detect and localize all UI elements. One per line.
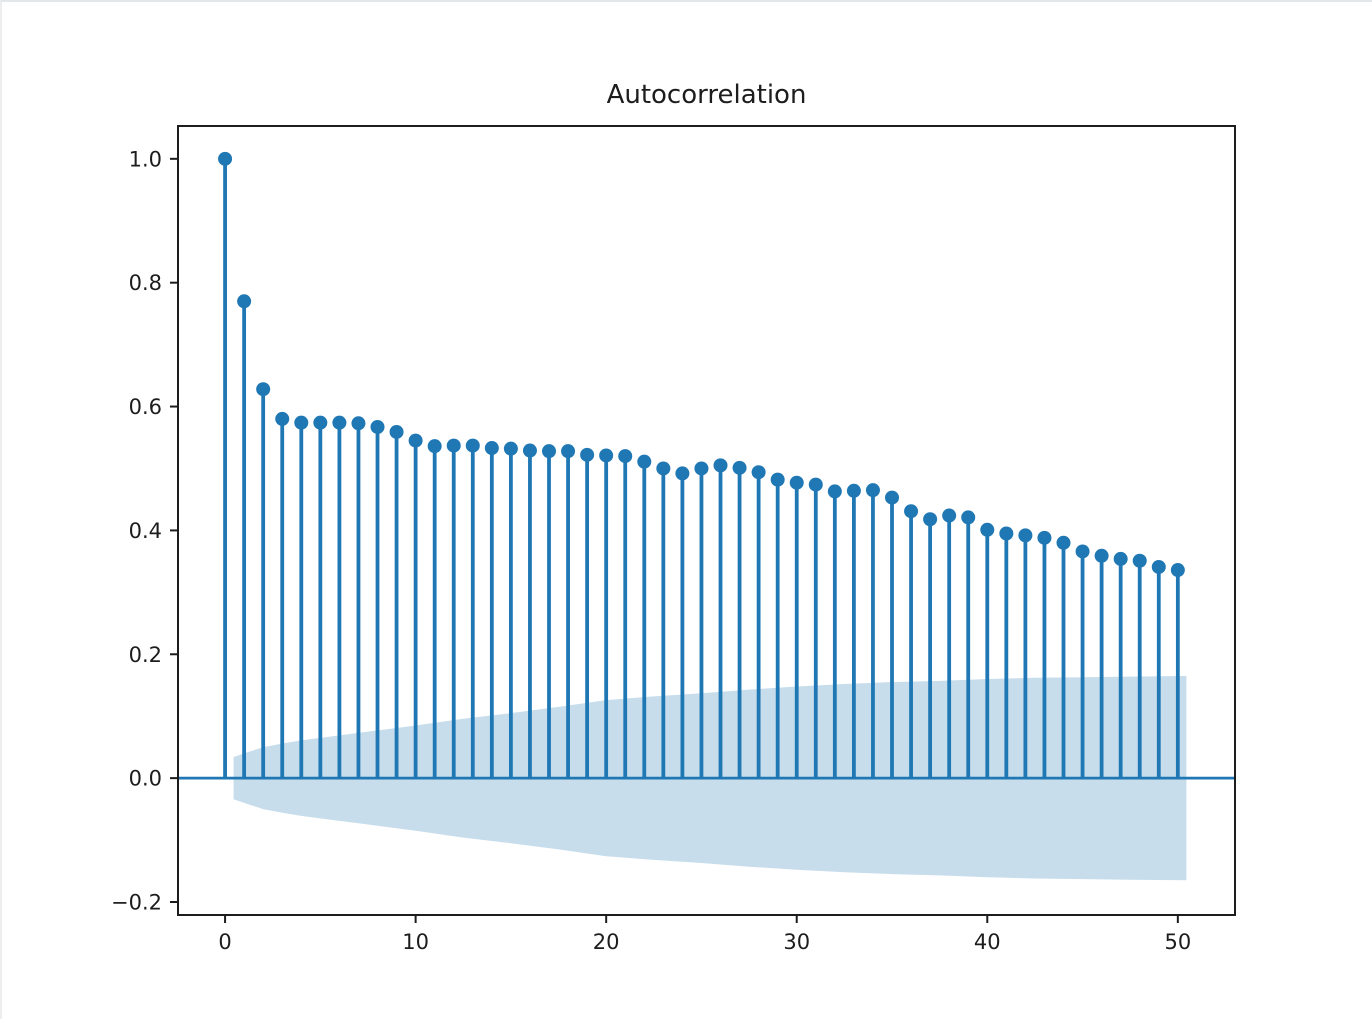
marker-lag-8 xyxy=(370,419,385,434)
y-tick-label--0.2: −0.2 xyxy=(111,890,162,914)
marker-lag-12 xyxy=(446,438,461,453)
x-tick-label-50: 50 xyxy=(1164,930,1191,954)
chart-title: Autocorrelation xyxy=(606,80,807,110)
marker-lag-33 xyxy=(846,483,861,498)
y-tick-label-0.2: 0.2 xyxy=(129,643,162,667)
y-tick-label-0: 0.0 xyxy=(129,767,162,791)
marker-lag-2 xyxy=(256,382,271,397)
marker-lag-13 xyxy=(465,438,480,453)
y-tick-label-0.4: 0.4 xyxy=(129,519,162,543)
marker-lag-39 xyxy=(961,510,976,525)
marker-lag-26 xyxy=(713,458,728,473)
marker-lag-24 xyxy=(675,466,690,481)
x-tick-label-30: 30 xyxy=(783,930,810,954)
marker-lag-11 xyxy=(427,439,442,454)
marker-lag-15 xyxy=(503,441,518,456)
marker-lag-32 xyxy=(827,484,842,499)
stem-markers xyxy=(218,151,1185,578)
marker-lag-41 xyxy=(999,526,1014,541)
marker-lag-35 xyxy=(885,490,900,505)
marker-lag-3 xyxy=(275,411,290,426)
marker-lag-47 xyxy=(1113,551,1128,566)
marker-lag-6 xyxy=(332,415,347,430)
marker-lag-50 xyxy=(1170,563,1185,578)
marker-lag-22 xyxy=(637,454,652,469)
marker-lag-0 xyxy=(218,151,233,166)
marker-lag-1 xyxy=(237,294,252,309)
marker-lag-23 xyxy=(656,461,671,476)
marker-lag-4 xyxy=(294,415,309,430)
marker-lag-28 xyxy=(751,465,766,480)
marker-lag-42 xyxy=(1018,528,1033,543)
marker-lag-5 xyxy=(313,415,328,430)
marker-lag-37 xyxy=(923,512,938,527)
marker-lag-43 xyxy=(1037,530,1052,545)
marker-lag-44 xyxy=(1056,535,1071,550)
marker-lag-29 xyxy=(770,472,785,487)
marker-lag-18 xyxy=(561,444,576,459)
marker-lag-25 xyxy=(694,461,709,476)
marker-lag-16 xyxy=(522,443,537,458)
marker-lag-49 xyxy=(1151,559,1166,574)
marker-lag-10 xyxy=(408,433,423,448)
x-tick-label-10: 10 xyxy=(402,930,429,954)
marker-lag-30 xyxy=(789,475,804,490)
y-tick-label-0.8: 0.8 xyxy=(129,271,162,295)
marker-lag-34 xyxy=(865,483,880,498)
marker-lag-20 xyxy=(599,448,614,463)
axes-frame xyxy=(177,125,1236,916)
marker-lag-46 xyxy=(1094,548,1109,563)
y-tick-label-1: 1.0 xyxy=(129,147,162,171)
x-tick-label-20: 20 xyxy=(593,930,620,954)
marker-lag-9 xyxy=(389,424,404,439)
marker-lag-14 xyxy=(484,441,499,456)
marker-lag-19 xyxy=(580,447,595,462)
y-tick-label-0.6: 0.6 xyxy=(129,395,162,419)
marker-lag-17 xyxy=(542,444,557,459)
stem-lines xyxy=(223,158,1180,779)
marker-lag-7 xyxy=(351,416,366,431)
x-tick-label-0: 0 xyxy=(218,930,231,954)
marker-lag-40 xyxy=(980,522,995,537)
marker-lag-38 xyxy=(942,508,957,523)
marker-lag-48 xyxy=(1132,553,1147,568)
marker-lag-31 xyxy=(808,477,823,492)
marker-lag-27 xyxy=(732,460,747,475)
x-tick-label-40: 40 xyxy=(974,930,1001,954)
marker-lag-21 xyxy=(618,449,633,464)
marker-lag-45 xyxy=(1075,544,1090,559)
marker-lag-36 xyxy=(904,504,919,519)
